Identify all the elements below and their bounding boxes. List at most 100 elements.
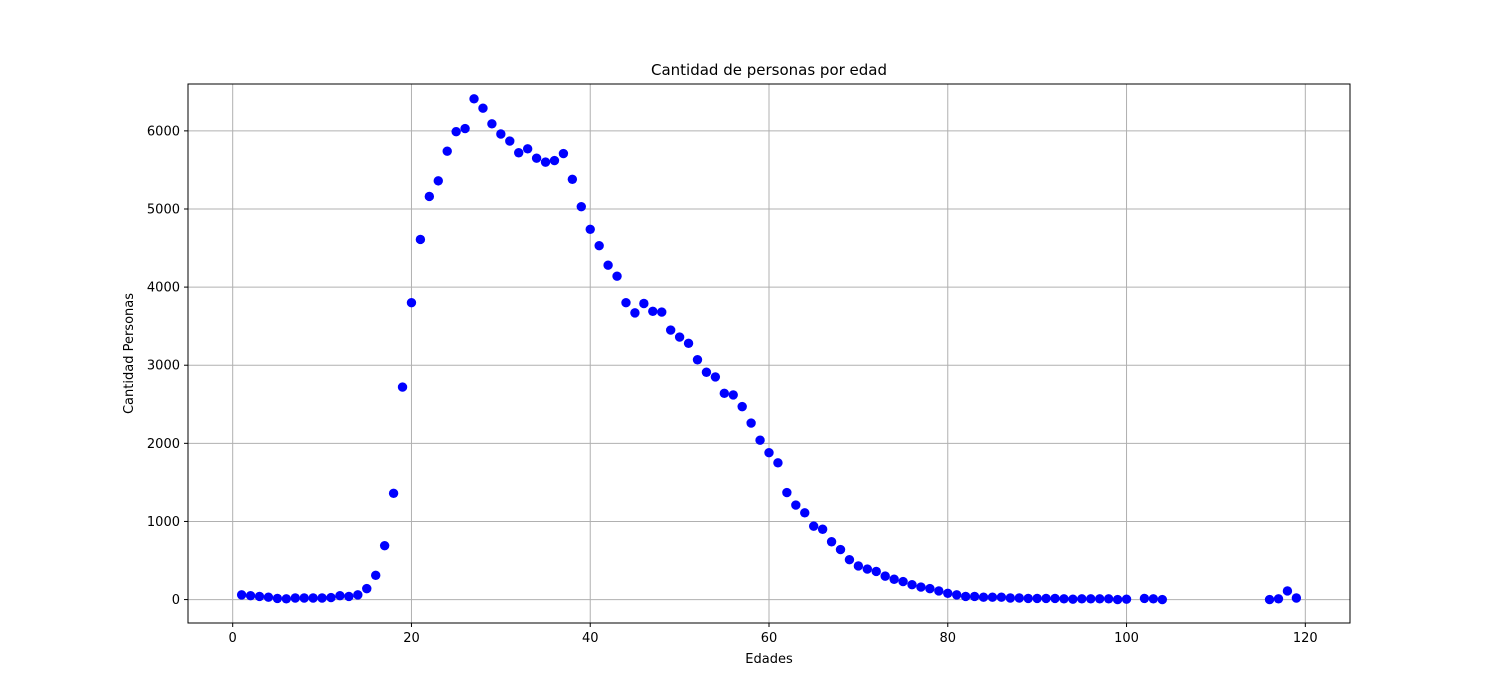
data-point: [719, 388, 730, 399]
data-point: [540, 157, 551, 167]
x-tick-label: 120: [1293, 631, 1318, 646]
data-point: [245, 590, 256, 601]
data-point: [344, 591, 354, 602]
y-tick-label: 2000: [147, 437, 180, 452]
data-point: [585, 224, 595, 234]
x-tick-label: 40: [582, 631, 599, 646]
data-point: [1068, 594, 1078, 604]
chart-title: Cantidad de personas por edad: [651, 61, 887, 79]
data-point: [1282, 586, 1293, 596]
data-point: [388, 488, 399, 499]
data-point: [737, 401, 747, 412]
data-point: [469, 94, 479, 104]
data-point: [1148, 594, 1159, 604]
data-point: [853, 561, 864, 571]
y-tick-label: 1000: [147, 515, 180, 530]
data-point: [1032, 593, 1042, 604]
data-point: [934, 586, 944, 596]
data-point: [683, 338, 694, 349]
data-point: [612, 271, 622, 281]
data-point: [898, 576, 908, 587]
data-point: [263, 592, 274, 602]
data-point: [496, 129, 506, 139]
data-point: [952, 590, 962, 600]
data-point: [657, 307, 667, 317]
x-axis-title: Edades: [745, 652, 793, 667]
data-point: [335, 590, 345, 601]
y-tick-label: 6000: [147, 124, 180, 139]
data-point: [442, 146, 452, 156]
data-point: [791, 500, 801, 510]
data-point: [889, 574, 899, 584]
data-point: [1014, 593, 1024, 603]
data-point: [1023, 593, 1033, 604]
data-point: [1050, 593, 1060, 604]
x-tick-label: 20: [403, 631, 420, 646]
y-axis-ticks: 0 1000 2000 3000 4000 5000 6000: [147, 124, 188, 608]
data-point: [576, 201, 586, 212]
x-tick-label: 0: [229, 631, 237, 646]
data-point: [415, 234, 426, 245]
data-point: [943, 588, 953, 599]
data-point: [782, 487, 792, 498]
data-point: [531, 153, 542, 163]
data-point: [424, 191, 435, 202]
data-point: [907, 580, 917, 590]
data-point: [317, 593, 327, 603]
data-point: [236, 590, 247, 600]
data-point: [1273, 594, 1284, 604]
data-point: [978, 592, 989, 602]
data-point: [701, 367, 712, 377]
data-point: [451, 126, 461, 137]
data-point: [406, 298, 417, 308]
data-point: [603, 260, 613, 270]
data-point: [1264, 594, 1275, 605]
data-point: [505, 136, 515, 146]
data-point: [522, 144, 533, 154]
data-point: [969, 591, 980, 602]
data-point: [1121, 594, 1132, 604]
data-points: [236, 94, 1302, 605]
data-point: [755, 435, 765, 445]
data-point: [817, 524, 828, 534]
data-point: [880, 571, 890, 581]
data-point: [254, 591, 265, 602]
data-point: [871, 566, 881, 577]
data-point: [1077, 594, 1087, 604]
data-point: [648, 306, 658, 317]
data-point: [1112, 594, 1123, 605]
data-point: [996, 592, 1007, 602]
data-point: [514, 148, 524, 158]
data-point: [290, 593, 300, 603]
data-point: [594, 241, 604, 251]
data-point: [925, 583, 935, 594]
data-point: [800, 508, 810, 518]
data-point: [379, 540, 390, 551]
data-point: [326, 592, 336, 603]
data-point: [960, 591, 971, 602]
data-point: [1005, 593, 1016, 603]
data-point: [1059, 594, 1069, 604]
data-point: [281, 594, 292, 604]
data-point: [1086, 594, 1096, 604]
grid-lines: [188, 84, 1350, 623]
data-point: [272, 593, 283, 604]
data-point: [773, 458, 783, 468]
data-point: [728, 390, 738, 400]
data-point: [746, 418, 756, 428]
data-point: [862, 564, 873, 574]
data-point: [1139, 593, 1150, 604]
data-point: [1157, 594, 1167, 605]
data-point: [665, 325, 676, 335]
data-point: [987, 592, 998, 602]
data-point: [621, 298, 631, 308]
data-point: [1103, 594, 1114, 604]
data-point: [692, 355, 703, 365]
x-tick-label: 100: [1114, 631, 1139, 646]
y-tick-label: 5000: [147, 202, 180, 217]
data-point: [487, 119, 497, 129]
data-point: [558, 148, 569, 159]
data-point: [916, 582, 926, 592]
data-point: [630, 308, 640, 318]
